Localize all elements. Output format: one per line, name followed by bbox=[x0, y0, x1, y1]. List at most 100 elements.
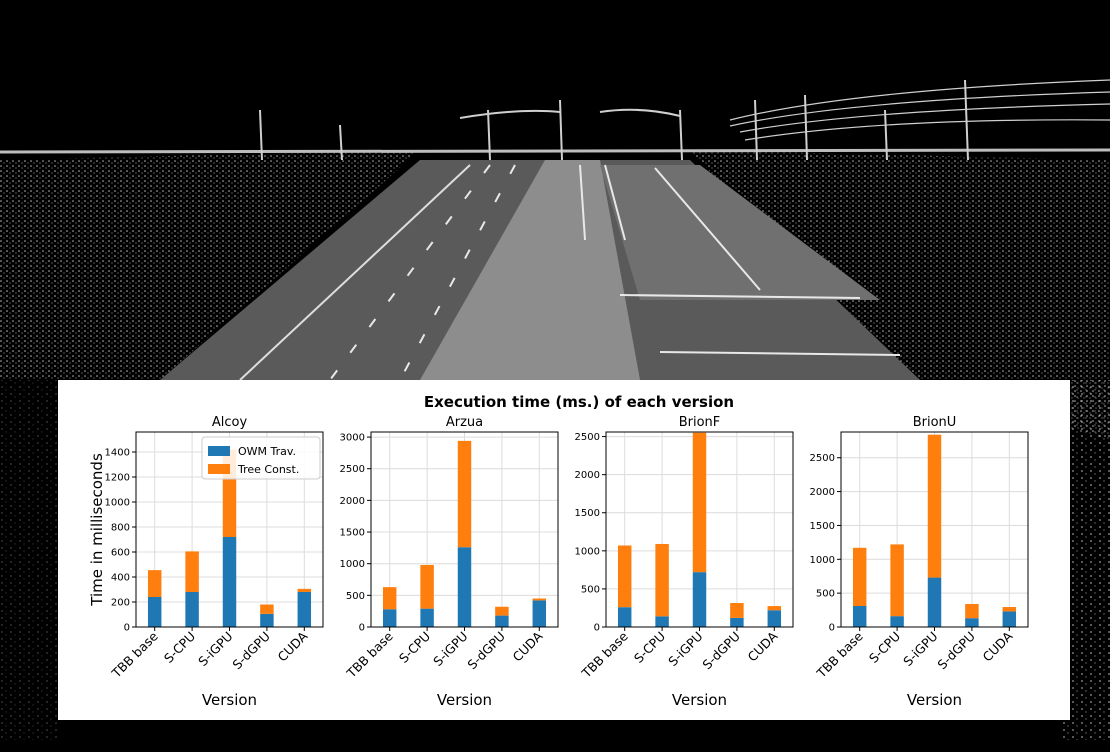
bar-tree-const-4 bbox=[297, 588, 312, 592]
bar-owm-trav-1 bbox=[890, 616, 904, 627]
legend-box bbox=[201, 436, 321, 480]
bar-owm-trav-3 bbox=[260, 613, 274, 627]
y-tick-label: 1000 bbox=[105, 498, 130, 509]
bar-owm-trav-2 bbox=[692, 572, 707, 627]
x-tick-label: TBB base bbox=[343, 628, 396, 681]
chart-canvas: Execution time (ms.) of each version 0 20… bbox=[88, 393, 1029, 709]
bar-tree-const-1 bbox=[890, 544, 904, 617]
chart-panel: Execution time (ms.) of each version 0 20… bbox=[58, 380, 1070, 720]
x-tick-label: S-dGPU bbox=[699, 629, 743, 673]
bar-tree-const-3 bbox=[260, 604, 274, 614]
subplot-title: Arzua bbox=[446, 415, 483, 430]
bar-owm-trav-1 bbox=[655, 616, 669, 627]
bar-tree-const-4 bbox=[767, 606, 782, 611]
y-tick-label: 1500 bbox=[340, 528, 365, 539]
x-tick-label: S-dGPU bbox=[229, 629, 273, 673]
x-tick-label: CUDA bbox=[744, 628, 780, 664]
x-tick-label: S-CPU bbox=[161, 629, 198, 666]
bar-owm-trav-3 bbox=[730, 617, 744, 627]
bar-owm-trav-3 bbox=[495, 615, 509, 627]
y-tick-label: 800 bbox=[111, 523, 130, 534]
y-tick-label: 1000 bbox=[575, 546, 600, 557]
bar-owm-trav-0 bbox=[382, 609, 397, 627]
bar-owm-trav-4 bbox=[767, 610, 782, 627]
bar-tree-const-1 bbox=[420, 564, 434, 609]
x-tick-label: S-CPU bbox=[866, 629, 903, 666]
bar-owm-trav-2 bbox=[222, 537, 237, 627]
y-tick-label: 200 bbox=[111, 598, 130, 609]
bar-tree-const-1 bbox=[185, 551, 199, 592]
y-tick-label: 1200 bbox=[105, 473, 130, 484]
x-axis-label: Version bbox=[672, 691, 727, 709]
bar-owm-trav-2 bbox=[457, 547, 472, 627]
y-axis-label: Time in milliseconds bbox=[88, 453, 106, 607]
bar-owm-trav-0 bbox=[147, 597, 162, 627]
subplot-0: 0 200 400 600 800 1000 1200 1400 TBB base S-CPU S-… bbox=[88, 415, 324, 709]
bar-owm-trav-3 bbox=[965, 618, 979, 627]
bar-owm-trav-4 bbox=[532, 600, 547, 627]
legend-swatch-0 bbox=[208, 446, 230, 456]
y-tick-label: 500 bbox=[346, 591, 365, 602]
bar-tree-const-0 bbox=[382, 587, 397, 610]
bar-owm-trav-1 bbox=[420, 608, 434, 627]
x-tick-label: S-dGPU bbox=[464, 629, 508, 673]
bar-owm-trav-4 bbox=[1002, 611, 1017, 627]
x-axis-label: Version bbox=[437, 691, 492, 709]
y-tick-label: 2000 bbox=[575, 470, 600, 481]
y-tick-label: 0 bbox=[124, 623, 130, 634]
subplot-title: BrionF bbox=[679, 415, 721, 430]
x-tick-label: TBB base bbox=[578, 628, 631, 681]
bar-tree-const-2 bbox=[692, 432, 707, 573]
bar-owm-trav-0 bbox=[852, 606, 867, 627]
x-tick-label: TBB base bbox=[813, 628, 866, 681]
bar-owm-trav-4 bbox=[297, 592, 312, 627]
y-tick-label: 1000 bbox=[340, 559, 365, 570]
bar-tree-const-2 bbox=[457, 440, 472, 548]
x-tick-label: S-dGPU bbox=[934, 629, 978, 673]
bar-owm-trav-0 bbox=[617, 607, 632, 627]
x-tick-label: CUDA bbox=[979, 628, 1015, 664]
x-axis-label: Version bbox=[202, 691, 257, 709]
y-tick-label: 500 bbox=[581, 584, 600, 595]
bar-tree-const-4 bbox=[1002, 607, 1017, 612]
x-tick-label: S-CPU bbox=[396, 629, 433, 666]
bar-tree-const-3 bbox=[730, 603, 744, 618]
bar-tree-const-3 bbox=[965, 603, 979, 619]
y-tick-label: 500 bbox=[816, 589, 835, 600]
legend-swatch-1 bbox=[208, 464, 230, 474]
y-tick-label: 400 bbox=[111, 573, 130, 584]
legend-label-1: Tree Const. bbox=[237, 463, 299, 476]
subplot-title: BrionU bbox=[913, 415, 957, 430]
y-tick-label: 1500 bbox=[810, 521, 835, 532]
bar-tree-const-4 bbox=[532, 598, 547, 601]
y-tick-label: 2000 bbox=[810, 487, 835, 498]
bar-tree-const-0 bbox=[617, 545, 632, 608]
x-tick-label: CUDA bbox=[274, 628, 310, 664]
legend-label-0: OWM Trav. bbox=[238, 445, 296, 458]
y-tick-label: 0 bbox=[359, 623, 365, 634]
y-tick-label: 2000 bbox=[340, 496, 365, 507]
bar-tree-const-1 bbox=[655, 543, 669, 617]
x-tick-label: TBB base bbox=[108, 628, 161, 681]
y-tick-label: 1400 bbox=[105, 448, 130, 459]
subplot-title: Alcoy bbox=[212, 415, 248, 430]
bar-tree-const-0 bbox=[147, 570, 162, 597]
x-tick-label: CUDA bbox=[509, 628, 545, 664]
y-tick-label: 2500 bbox=[810, 453, 835, 464]
y-tick-label: 600 bbox=[111, 548, 130, 559]
x-axis-label: Version bbox=[907, 691, 962, 709]
bar-owm-trav-1 bbox=[185, 592, 199, 627]
bar-tree-const-3 bbox=[495, 606, 509, 616]
bar-owm-trav-2 bbox=[927, 577, 942, 627]
y-tick-label: 2500 bbox=[340, 464, 365, 475]
bar-tree-const-2 bbox=[927, 434, 942, 578]
y-tick-label: 0 bbox=[829, 623, 835, 634]
y-tick-label: 1500 bbox=[575, 508, 600, 519]
y-tick-label: 2500 bbox=[575, 432, 600, 443]
y-tick-label: 3000 bbox=[340, 433, 365, 444]
bar-tree-const-0 bbox=[852, 547, 867, 607]
